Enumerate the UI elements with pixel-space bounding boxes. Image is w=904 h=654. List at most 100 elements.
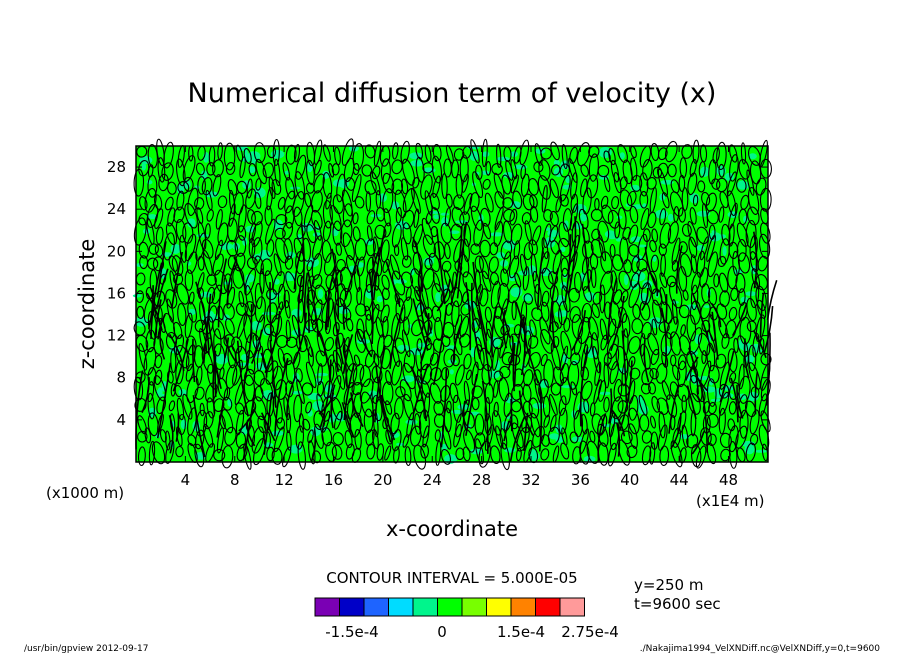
contour-line	[520, 316, 526, 376]
field-patch	[489, 232, 504, 237]
contour-line	[306, 260, 314, 272]
contour-line	[677, 354, 687, 371]
contour-line	[346, 318, 354, 332]
contour-line	[332, 432, 344, 446]
contour-line	[631, 255, 640, 274]
contour-line	[706, 413, 719, 428]
contour-line	[727, 190, 737, 217]
contour-line	[564, 234, 572, 303]
contour-line	[679, 447, 687, 464]
contour-line	[721, 332, 730, 349]
contour-line	[503, 208, 515, 222]
field-patch	[410, 160, 424, 167]
contour-line	[482, 222, 492, 240]
contour-line	[403, 393, 415, 421]
contour-line	[150, 262, 163, 340]
contour-line	[681, 424, 689, 448]
contour-line	[528, 351, 541, 369]
contour-line	[319, 359, 332, 429]
contour-line	[721, 223, 731, 246]
contour-line	[331, 444, 343, 460]
field-patch	[180, 419, 187, 430]
contour-line	[376, 334, 385, 358]
contour-line	[431, 305, 442, 322]
contour-line	[341, 138, 354, 166]
contour-line	[253, 369, 265, 387]
contour-line	[603, 150, 611, 163]
contour-line	[134, 397, 147, 412]
contour-line	[400, 237, 409, 261]
contour-line	[549, 268, 560, 331]
contour-line	[512, 190, 523, 210]
contour-line	[306, 224, 317, 244]
contour-line	[185, 363, 195, 382]
contour-line	[352, 363, 365, 386]
x-unit-note: (x1E4 m)	[696, 492, 765, 510]
contour-line	[301, 237, 312, 262]
contour-line	[537, 175, 551, 200]
contour-line	[195, 162, 205, 176]
contour-line	[364, 144, 376, 159]
contour-line	[366, 443, 376, 460]
contour-line	[678, 174, 686, 192]
contour-line	[706, 330, 716, 354]
contour-line	[187, 187, 199, 216]
contour-line	[678, 241, 688, 254]
contour-line	[366, 210, 376, 225]
contour-line	[700, 236, 709, 261]
colorbar	[314, 597, 585, 617]
contour-line	[695, 445, 707, 469]
contour-line	[749, 409, 760, 435]
contour-line	[503, 420, 510, 442]
contour-line	[631, 318, 644, 335]
chart-title: Numerical diffusion term of velocity (x)	[188, 78, 717, 109]
contour-line	[463, 192, 473, 215]
contour-line	[271, 179, 282, 195]
contour-line	[685, 356, 699, 381]
contour-line	[668, 384, 680, 434]
contour-line	[422, 162, 434, 174]
contour-line	[416, 368, 423, 384]
contour-line	[254, 192, 262, 209]
contour-line	[293, 394, 302, 423]
contour-line	[226, 259, 238, 306]
field-patch	[132, 294, 142, 298]
contour-line	[156, 362, 172, 439]
contour-line	[176, 283, 190, 305]
contour-line	[614, 221, 621, 239]
contour-line	[363, 408, 374, 434]
contour-line	[270, 314, 283, 337]
contour-line	[260, 378, 274, 402]
contour-line	[359, 364, 372, 388]
contour-line	[294, 171, 306, 200]
contour-line	[675, 245, 683, 294]
contour-line	[224, 426, 237, 446]
contour-line	[344, 256, 359, 300]
contour-line	[482, 178, 491, 190]
contour-line	[449, 382, 459, 404]
plot-area	[132, 138, 778, 471]
contour-line	[656, 397, 669, 415]
contour-line	[500, 308, 511, 339]
contour-line	[373, 353, 380, 367]
x-tick-label: 20	[373, 471, 392, 489]
contour-line	[692, 293, 709, 338]
contour-line	[223, 386, 231, 401]
contour-line	[434, 316, 443, 341]
contour-line	[344, 430, 353, 449]
contour-line	[227, 179, 238, 196]
contour-line	[157, 314, 166, 340]
colorbar-tick-label: 1.5e-4	[497, 623, 545, 641]
contour-line	[547, 426, 560, 446]
contour-line	[206, 274, 217, 286]
contour-line	[253, 142, 266, 164]
contour-line	[406, 412, 414, 438]
contour-line	[611, 195, 620, 210]
contour-line	[687, 172, 698, 196]
contour-line	[658, 243, 667, 257]
contour-line	[422, 234, 437, 258]
contour-line	[490, 445, 501, 465]
contour-line	[146, 292, 163, 331]
contour-line	[588, 153, 599, 182]
contour-line	[538, 387, 543, 452]
